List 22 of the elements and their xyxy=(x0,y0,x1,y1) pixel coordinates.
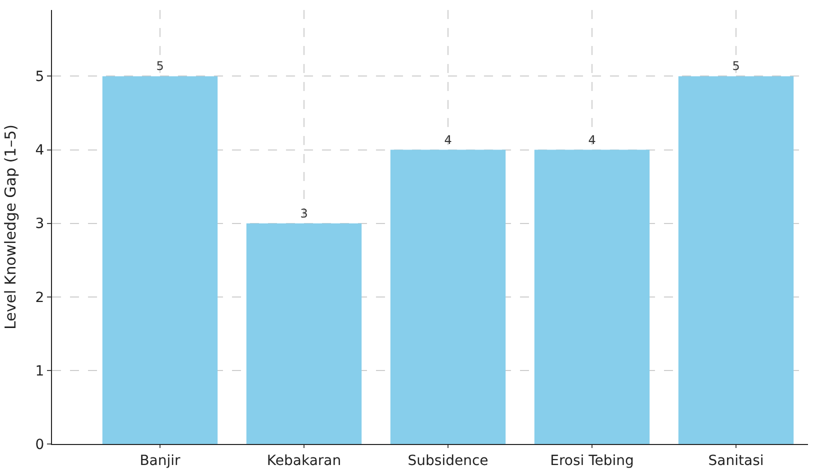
x-tick-label: Subsidence xyxy=(408,452,488,469)
data-label: 5 xyxy=(732,59,740,74)
y-axis-title: Level Knowledge Gap (1–5) xyxy=(2,124,20,330)
x-tick-label: Kebakaran xyxy=(266,452,342,469)
y-tick-label: 5 xyxy=(35,69,44,86)
bar xyxy=(534,150,650,444)
bar xyxy=(390,150,506,444)
bar xyxy=(102,76,218,444)
data-label: 4 xyxy=(588,132,596,147)
y-tick-label: 1 xyxy=(35,363,44,380)
data-label: 3 xyxy=(300,206,308,220)
y-tick-label: 3 xyxy=(35,216,44,232)
x-tick-label: Banjir xyxy=(140,452,181,469)
y-tick-label: 0 xyxy=(35,436,44,453)
bar xyxy=(246,223,362,444)
x-tick-label: Sanitasi xyxy=(708,452,764,469)
x-tick-label: Erosi Tebing xyxy=(550,452,634,469)
y-tick-label: 4 xyxy=(35,142,44,159)
y-tick-label: 2 xyxy=(35,290,44,306)
data-label: 4 xyxy=(444,132,452,147)
bar xyxy=(678,76,794,444)
data-label: 5 xyxy=(156,59,164,74)
